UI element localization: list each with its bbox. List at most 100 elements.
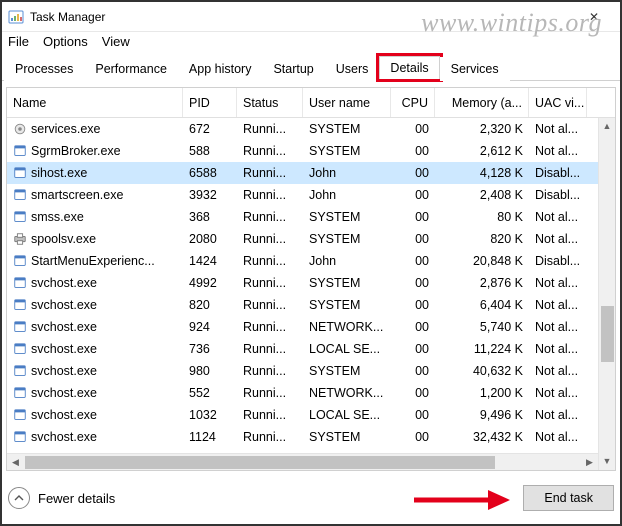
cell-uac: Not al...	[529, 298, 587, 312]
cell-pid: 552	[183, 386, 237, 400]
window-title: Task Manager	[30, 10, 105, 24]
cell-cpu: 00	[391, 386, 435, 400]
cell-cpu: 00	[391, 188, 435, 202]
cell-status: Runni...	[237, 276, 303, 290]
cell-uac: Not al...	[529, 430, 587, 444]
cell-cpu: 00	[391, 364, 435, 378]
cell-status: Runni...	[237, 342, 303, 356]
cell-pid: 672	[183, 122, 237, 136]
close-button[interactable]: ✕	[574, 3, 614, 31]
cell-memory: 820 K	[435, 232, 529, 246]
cell-status: Runni...	[237, 254, 303, 268]
tab-performance[interactable]: Performance	[84, 57, 178, 81]
scroll-right-icon[interactable]: ▶	[581, 454, 598, 471]
cell-status: Runni...	[237, 144, 303, 158]
cell-uac: Disabl...	[529, 166, 587, 180]
cell-user: SYSTEM	[303, 122, 391, 136]
col-uac[interactable]: UAC vi...	[529, 88, 587, 117]
col-memory[interactable]: Memory (a...	[435, 88, 529, 117]
process-name: sihost.exe	[31, 166, 87, 180]
hscroll-thumb[interactable]	[25, 456, 495, 469]
table-row[interactable]: svchost.exe980Runni...SYSTEM0040,632 KNo…	[7, 360, 615, 382]
col-cpu[interactable]: CPU	[391, 88, 435, 117]
process-name: spoolsv.exe	[31, 232, 96, 246]
process-name: smss.exe	[31, 210, 84, 224]
horizontal-scrollbar[interactable]: ◀ ▶	[7, 453, 598, 470]
col-pid[interactable]: PID	[183, 88, 237, 117]
menu-file[interactable]: File	[8, 34, 29, 49]
table-row[interactable]: svchost.exe820Runni...SYSTEM006,404 KNot…	[7, 294, 615, 316]
cell-status: Runni...	[237, 430, 303, 444]
cell-status: Runni...	[237, 320, 303, 334]
col-name[interactable]: Name	[7, 88, 183, 117]
menu-view[interactable]: View	[102, 34, 130, 49]
cell-pid: 736	[183, 342, 237, 356]
cell-user: John	[303, 254, 391, 268]
cell-uac: Not al...	[529, 122, 587, 136]
tab-processes[interactable]: Processes	[4, 57, 84, 81]
fewer-details-button[interactable]: Fewer details	[8, 487, 115, 509]
tab-startup[interactable]: Startup	[262, 57, 324, 81]
table-row[interactable]: smss.exe368Runni...SYSTEM0080 KNot al...	[7, 206, 615, 228]
cell-uac: Disabl...	[529, 254, 587, 268]
table-row[interactable]: svchost.exe552Runni...NETWORK...001,200 …	[7, 382, 615, 404]
cell-name: svchost.exe	[7, 342, 183, 356]
cell-user: NETWORK...	[303, 386, 391, 400]
cell-pid: 3932	[183, 188, 237, 202]
table-row[interactable]: StartMenuExperienc...1424Runni...John002…	[7, 250, 615, 272]
col-user[interactable]: User name	[303, 88, 391, 117]
cell-uac: Not al...	[529, 210, 587, 224]
cell-memory: 40,632 K	[435, 364, 529, 378]
cell-name: svchost.exe	[7, 364, 183, 378]
tab-services[interactable]: Services	[440, 57, 510, 81]
tab-details[interactable]: Details	[379, 56, 439, 81]
cell-uac: Not al...	[529, 364, 587, 378]
table-row[interactable]: svchost.exe736Runni...LOCAL SE...0011,22…	[7, 338, 615, 360]
vscroll-thumb[interactable]	[601, 306, 614, 362]
col-status[interactable]: Status	[237, 88, 303, 117]
cell-pid: 6588	[183, 166, 237, 180]
cell-name: svchost.exe	[7, 386, 183, 400]
process-name: smartscreen.exe	[31, 188, 123, 202]
cell-cpu: 00	[391, 276, 435, 290]
cell-cpu: 00	[391, 232, 435, 246]
table-row[interactable]: services.exe672Runni...SYSTEM002,320 KNo…	[7, 118, 615, 140]
table-row[interactable]: spoolsv.exe2080Runni...SYSTEM00820 KNot …	[7, 228, 615, 250]
cell-user: John	[303, 166, 391, 180]
cell-uac: Not al...	[529, 232, 587, 246]
cell-user: SYSTEM	[303, 144, 391, 158]
table-row[interactable]: svchost.exe924Runni...NETWORK...005,740 …	[7, 316, 615, 338]
table-row[interactable]: svchost.exe1124Runni...SYSTEM0032,432 KN…	[7, 426, 615, 448]
table-row[interactable]: svchost.exe4992Runni...SYSTEM002,876 KNo…	[7, 272, 615, 294]
title-bar: Task Manager ✕	[2, 2, 620, 32]
menu-bar: File Options View	[2, 32, 620, 55]
menu-options[interactable]: Options	[43, 34, 88, 49]
cell-name: svchost.exe	[7, 320, 183, 334]
cell-memory: 4,128 K	[435, 166, 529, 180]
cell-user: SYSTEM	[303, 210, 391, 224]
tab-users[interactable]: Users	[325, 57, 380, 81]
cell-memory: 2,408 K	[435, 188, 529, 202]
footer-bar: Fewer details End task	[8, 478, 614, 518]
table-row[interactable]: SgrmBroker.exe588Runni...SYSTEM002,612 K…	[7, 140, 615, 162]
cell-pid: 820	[183, 298, 237, 312]
cell-uac: Not al...	[529, 144, 587, 158]
cell-name: svchost.exe	[7, 408, 183, 422]
table-row[interactable]: smartscreen.exe3932Runni...John002,408 K…	[7, 184, 615, 206]
table-row[interactable]: sihost.exe6588Runni...John004,128 KDisab…	[7, 162, 615, 184]
process-name: svchost.exe	[31, 386, 97, 400]
cell-status: Runni...	[237, 408, 303, 422]
end-task-button[interactable]: End task	[523, 485, 614, 511]
process-name: svchost.exe	[31, 276, 97, 290]
vertical-scrollbar[interactable]: ▲ ▼	[598, 118, 615, 470]
tab-app-history[interactable]: App history	[178, 57, 263, 81]
table-row[interactable]: svchost.exe1032Runni...LOCAL SE...009,49…	[7, 404, 615, 426]
cell-memory: 2,876 K	[435, 276, 529, 290]
scroll-left-icon[interactable]: ◀	[7, 454, 24, 471]
scroll-up-icon[interactable]: ▲	[599, 118, 615, 135]
cell-status: Runni...	[237, 166, 303, 180]
cell-uac: Not al...	[529, 386, 587, 400]
scroll-down-icon[interactable]: ▼	[599, 453, 615, 470]
cell-pid: 4992	[183, 276, 237, 290]
cell-pid: 1032	[183, 408, 237, 422]
